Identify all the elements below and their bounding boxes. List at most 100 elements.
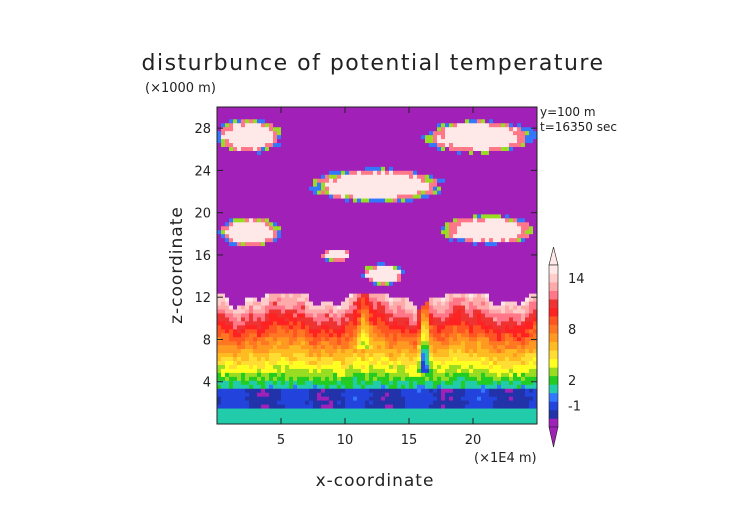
heatmap-cell — [345, 237, 350, 243]
heatmap-cell — [333, 249, 338, 255]
heatmap-cell — [365, 158, 370, 163]
heatmap-cell — [453, 360, 458, 365]
heatmap-cell — [353, 229, 358, 235]
heatmap-cell — [233, 396, 238, 401]
heatmap-cell — [385, 336, 390, 342]
heatmap-cell — [221, 305, 226, 310]
heatmap-cell — [281, 400, 286, 405]
heatmap-cell — [285, 241, 290, 247]
heatmap-cell — [397, 249, 402, 255]
heatmap-cell — [245, 138, 250, 144]
heatmap-cell — [301, 150, 306, 155]
heatmap-cell — [433, 142, 438, 148]
heatmap-cell — [317, 324, 322, 330]
heatmap-cell — [229, 360, 234, 365]
heatmap-cell — [353, 328, 358, 334]
heatmap-cell — [385, 221, 390, 227]
heatmap-cell — [277, 194, 282, 199]
heatmap-cell — [433, 126, 438, 132]
heatmap-cell — [441, 249, 446, 255]
heatmap-cell — [229, 340, 234, 346]
heatmap-cell — [249, 412, 254, 417]
heatmap-cell — [445, 392, 450, 397]
heatmap-cell — [297, 110, 302, 116]
heatmap-cell — [437, 154, 442, 159]
heatmap-cell — [421, 158, 426, 163]
heatmap-cell — [261, 388, 266, 393]
heatmap-cell — [225, 289, 230, 294]
heatmap-cell — [317, 261, 322, 266]
heatmap-cell — [265, 249, 270, 255]
heatmap-cell — [377, 126, 382, 132]
heatmap-cell — [229, 376, 234, 381]
heatmap-cell — [433, 138, 438, 144]
heatmap-cell — [285, 118, 290, 124]
heatmap-cell — [445, 281, 450, 286]
heatmap-cell — [365, 412, 370, 417]
heatmap-cell — [361, 210, 366, 215]
heatmap-cell — [357, 400, 362, 405]
heatmap-cell — [301, 277, 306, 282]
heatmap-cell — [313, 261, 318, 266]
heatmap-cell — [253, 348, 258, 354]
heatmap-cell — [461, 301, 466, 306]
heatmap-cell — [277, 396, 282, 401]
heatmap-cell — [389, 150, 394, 155]
heatmap-cell — [309, 114, 314, 120]
heatmap-cell — [281, 277, 286, 282]
heatmap-cell — [313, 174, 318, 179]
heatmap-cell — [409, 261, 414, 266]
heatmap-cell — [289, 182, 294, 187]
heatmap-cell — [301, 241, 306, 247]
heatmap-cell — [321, 130, 326, 136]
heatmap-cell — [273, 376, 278, 381]
heatmap-cell — [409, 225, 414, 231]
heatmap-cell — [317, 336, 322, 342]
heatmap-cell — [249, 336, 254, 342]
heatmap-cell — [281, 265, 286, 270]
heatmap-cell — [341, 340, 346, 346]
heatmap-cell — [381, 332, 386, 338]
heatmap-cell — [381, 360, 386, 365]
heatmap-cell — [449, 122, 454, 128]
heatmap-cell — [441, 202, 446, 207]
heatmap-cell — [337, 174, 342, 179]
heatmap-cell — [393, 217, 398, 223]
heatmap-cell — [221, 293, 226, 298]
heatmap-cell — [273, 249, 278, 255]
heatmap-cell — [313, 166, 318, 171]
heatmap-cell — [313, 400, 318, 405]
heatmap-cell — [269, 170, 274, 175]
heatmap-cell — [357, 416, 362, 421]
heatmap-cell — [437, 360, 442, 365]
heatmap-cell — [421, 392, 426, 397]
heatmap-cell — [357, 194, 362, 199]
heatmap-cell — [309, 190, 314, 195]
heatmap-cell — [389, 166, 394, 171]
heatmap-cell — [261, 186, 266, 191]
heatmap-cell — [337, 328, 342, 334]
heatmap-cell — [241, 107, 246, 112]
heatmap-cell — [377, 110, 382, 116]
heatmap-cell — [257, 213, 262, 219]
heatmap-cell — [321, 114, 326, 120]
heatmap-cell — [377, 396, 382, 401]
heatmap-cell — [265, 384, 270, 389]
heatmap-cell — [377, 352, 382, 358]
heatmap-cell — [293, 388, 298, 393]
heatmap-cell — [217, 245, 222, 251]
heatmap-cell — [357, 198, 362, 203]
heatmap-cell — [317, 305, 322, 310]
heatmap-cell — [233, 305, 238, 310]
heatmap-cell — [265, 392, 270, 397]
heatmap-cell — [381, 233, 386, 239]
heatmap-cell — [429, 301, 434, 306]
heatmap-cell — [257, 273, 262, 278]
heatmap-cell — [461, 229, 466, 235]
heatmap-cell — [377, 166, 382, 171]
heatmap-cell — [373, 194, 378, 199]
heatmap-cell — [461, 372, 466, 377]
heatmap-cell — [285, 265, 290, 270]
heatmap-cell — [237, 261, 242, 266]
heatmap-cell — [237, 194, 242, 199]
